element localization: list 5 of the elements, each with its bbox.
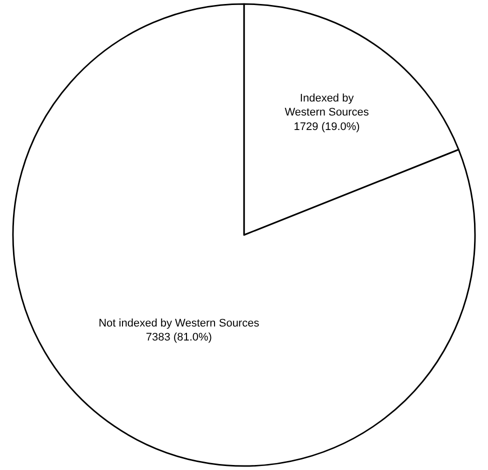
- pie-slice: [12, 3, 476, 467]
- data-label: 1729 (19.0%): [294, 120, 360, 133]
- slice-label: Indexed by Western Sources: [284, 92, 370, 119]
- slice-label: Not indexed by Western Sources: [98, 317, 260, 330]
- data-label: 7383 (81.0%): [146, 332, 212, 344]
